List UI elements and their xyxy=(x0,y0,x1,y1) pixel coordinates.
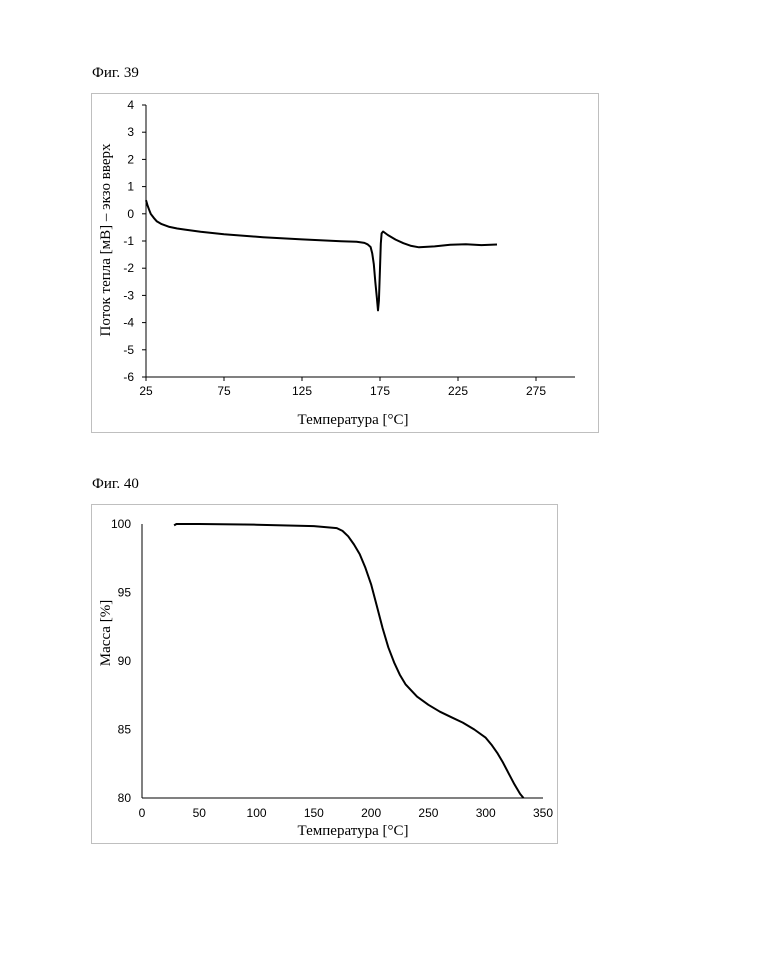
y-axis-title: Масса [%] xyxy=(98,600,114,666)
x-tick-label: 50 xyxy=(193,806,207,820)
y-tick-label: 95 xyxy=(118,586,132,600)
x-tick-label: 100 xyxy=(247,806,267,820)
x-tick-label: 250 xyxy=(418,806,438,820)
x-tick-label: 150 xyxy=(304,806,324,820)
y-axis-title: Поток тепла [мВ] – экзо вверх xyxy=(98,143,114,337)
y-tick-label: 4 xyxy=(127,98,134,112)
y-tick-label: -4 xyxy=(123,316,134,330)
x-tick-label: 200 xyxy=(361,806,381,820)
x-tick-label: 350 xyxy=(533,806,553,820)
x-tick-label: 125 xyxy=(292,384,312,398)
x-axis-title: Температура [°C] xyxy=(298,412,409,428)
y-tick-label: 85 xyxy=(118,723,132,737)
x-axis-title: Температура [°C] xyxy=(298,823,409,839)
x-tick-label: 0 xyxy=(139,806,146,820)
y-tick-label: -6 xyxy=(123,370,134,384)
x-tick-label: 25 xyxy=(139,384,153,398)
y-tick-label: -2 xyxy=(123,261,134,275)
y-tick-label: -5 xyxy=(123,343,134,357)
x-tick-label: 300 xyxy=(476,806,496,820)
x-tick-label: 275 xyxy=(526,384,546,398)
y-tick-label: 3 xyxy=(127,125,134,139)
charts-canvas: 4 3 2 1 0 -1 -2 -3 -4 -5 -6 25 75 125 175 225 275 Темпера… xyxy=(0,0,780,976)
x-tick-label: 225 xyxy=(448,384,468,398)
y-tick-label: -3 xyxy=(123,288,134,302)
y-tick-label: 2 xyxy=(127,152,134,166)
chart-1: 100 95 90 85 80 0 50 100 150 200 250 300 350 Температ… xyxy=(98,517,553,839)
y-tick-label: 80 xyxy=(118,791,132,805)
y-tick-label: 1 xyxy=(127,180,134,194)
x-tick-label: 75 xyxy=(217,384,231,398)
series-line-0 xyxy=(146,200,497,310)
y-tick-label: 0 xyxy=(127,207,134,221)
y-tick-label: -1 xyxy=(123,234,134,248)
x-tick-label: 175 xyxy=(370,384,390,398)
chart-0: 4 3 2 1 0 -1 -2 -3 -4 -5 -6 25 75 125 175 225 275 Темпера… xyxy=(98,98,575,428)
y-tick-label: 100 xyxy=(111,517,131,531)
y-tick-label: 90 xyxy=(118,654,132,668)
series-line-0 xyxy=(174,524,523,798)
